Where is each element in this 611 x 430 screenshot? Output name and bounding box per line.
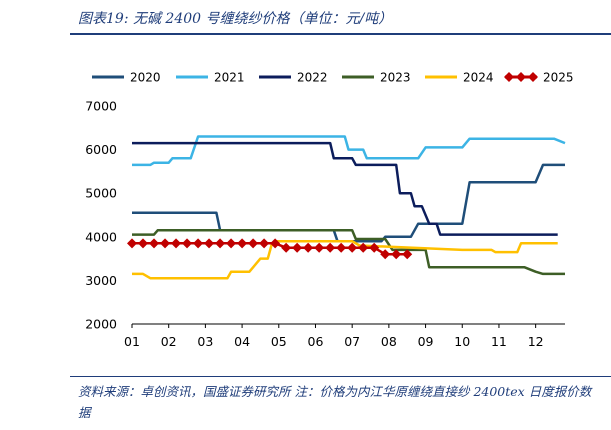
legend-label-2025: 2025 bbox=[543, 71, 574, 85]
source-rule bbox=[70, 376, 611, 377]
series-2025-marker-18 bbox=[325, 242, 336, 253]
x-tick-label-10: 10 bbox=[454, 334, 470, 349]
series-2025-marker-25 bbox=[402, 249, 413, 260]
series-2025-marker-6 bbox=[193, 238, 204, 249]
series-2025-marker-14 bbox=[281, 242, 292, 253]
legend-label-2020: 2020 bbox=[130, 71, 161, 85]
y-tick-label-5000: 5000 bbox=[85, 186, 117, 201]
series-2025-marker-13 bbox=[270, 238, 281, 249]
series-2025-marker-3 bbox=[160, 238, 171, 249]
y-tick-label-2000: 2000 bbox=[85, 317, 117, 332]
legend-label-2023: 2023 bbox=[380, 71, 411, 85]
series-2025-marker-19 bbox=[336, 242, 347, 253]
series-2025-marker-5 bbox=[182, 238, 193, 249]
series-2025-marker-8 bbox=[215, 238, 226, 249]
x-tick-label-09: 09 bbox=[418, 334, 434, 349]
series-2025-marker-2 bbox=[149, 238, 160, 249]
x-tick-label-11: 11 bbox=[491, 334, 507, 349]
series-2025-marker-24 bbox=[391, 249, 402, 260]
x-tick-label-03: 03 bbox=[197, 334, 213, 349]
x-tick-label-12: 12 bbox=[528, 334, 544, 349]
legend-marker-2025-0 bbox=[504, 72, 514, 82]
series-lines bbox=[127, 135, 566, 280]
series-2025-marker-15 bbox=[292, 242, 303, 253]
series-2025-marker-1 bbox=[138, 238, 149, 249]
x-tick-label-07: 07 bbox=[344, 334, 360, 349]
y-tick-label-3000: 3000 bbox=[85, 273, 117, 288]
y-tick-label-7000: 7000 bbox=[85, 99, 117, 114]
series-2025-marker-22 bbox=[369, 242, 380, 253]
series-2025-marker-23 bbox=[380, 249, 391, 260]
figure-title: 图表19: 无碱 2400 号缠绕纱价格（单位：元/吨） bbox=[78, 11, 393, 27]
y-tick-label-6000: 6000 bbox=[85, 142, 117, 157]
x-tick-label-08: 08 bbox=[381, 334, 397, 349]
source-note: 资料来源：卓创资讯，国盛证券研究所 注：价格为内江华原缠绕直接纱 2400tex… bbox=[78, 384, 592, 420]
x-tick-label-04: 04 bbox=[234, 334, 250, 349]
series-2025-marker-11 bbox=[248, 238, 259, 249]
x-tick-label-01: 01 bbox=[124, 334, 140, 349]
series-2025-marker-16 bbox=[303, 242, 314, 253]
x-tick-label-02: 02 bbox=[161, 334, 177, 349]
series-line-2021 bbox=[132, 135, 566, 167]
legend-marker-2025-1 bbox=[516, 72, 526, 82]
series-2025-marker-9 bbox=[226, 238, 237, 249]
series-2025-marker-4 bbox=[171, 238, 182, 249]
x-tick-label-06: 06 bbox=[308, 334, 324, 349]
series-line-2022 bbox=[132, 141, 558, 236]
series-2025-marker-17 bbox=[314, 242, 325, 253]
legend: 2020 2021 2022 2023 2024 2025 bbox=[92, 71, 574, 85]
series-2025-marker-21 bbox=[358, 242, 369, 253]
legend-label-2021: 2021 bbox=[214, 71, 245, 85]
legend-marker-2025-2 bbox=[528, 72, 538, 82]
x-tick-label-05: 05 bbox=[271, 334, 287, 349]
title-rule bbox=[70, 33, 611, 35]
series-2025-marker-10 bbox=[237, 238, 248, 249]
legend-label-2024: 2024 bbox=[463, 71, 494, 85]
y-tick-label-4000: 4000 bbox=[85, 229, 117, 244]
series-2025-marker-0 bbox=[127, 238, 137, 249]
series-2025-marker-7 bbox=[204, 238, 215, 249]
series-2025-marker-20 bbox=[347, 242, 358, 253]
axes: 2000 3000 4000 5000 6000 7000 01 02 03 04 05 06 07 08… bbox=[85, 99, 565, 349]
legend-label-2022: 2022 bbox=[297, 71, 328, 85]
series-2025-marker-12 bbox=[259, 238, 270, 249]
line-chart: 2020 2021 2022 2023 2024 2025 2000 3000 4000 500… bbox=[85, 71, 574, 350]
series-line-2023 bbox=[132, 229, 565, 276]
